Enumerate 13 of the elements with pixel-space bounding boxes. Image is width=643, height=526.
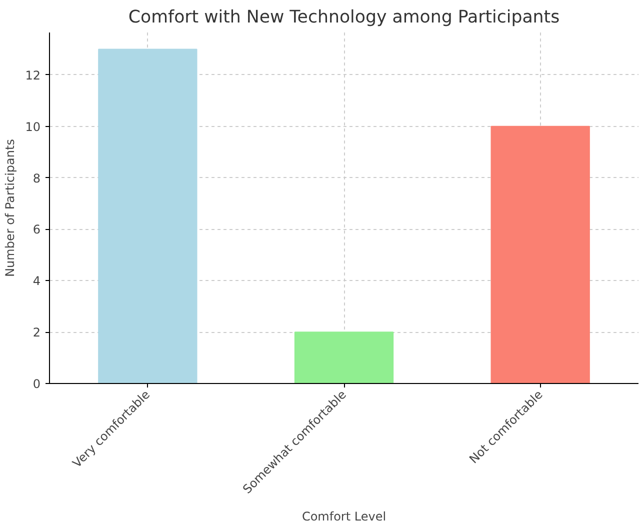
- y-tick-label: 0: [32, 377, 41, 391]
- bar: [294, 332, 394, 384]
- bar: [490, 126, 590, 384]
- bar: [98, 48, 198, 384]
- y-tick-label: 12: [25, 68, 41, 82]
- chart-title: Comfort with New Technology among Participants: [128, 8, 560, 28]
- x-axis-title: Comfort Level: [302, 509, 386, 524]
- y-axis-title: Number of Participants: [3, 139, 18, 277]
- y-tick-label: 8: [32, 171, 41, 186]
- y-tick-label: 10: [25, 120, 41, 134]
- y-tick-label: 2: [32, 326, 41, 340]
- y-tick-label: 6: [32, 222, 41, 237]
- y-tick-label: 4: [32, 274, 41, 288]
